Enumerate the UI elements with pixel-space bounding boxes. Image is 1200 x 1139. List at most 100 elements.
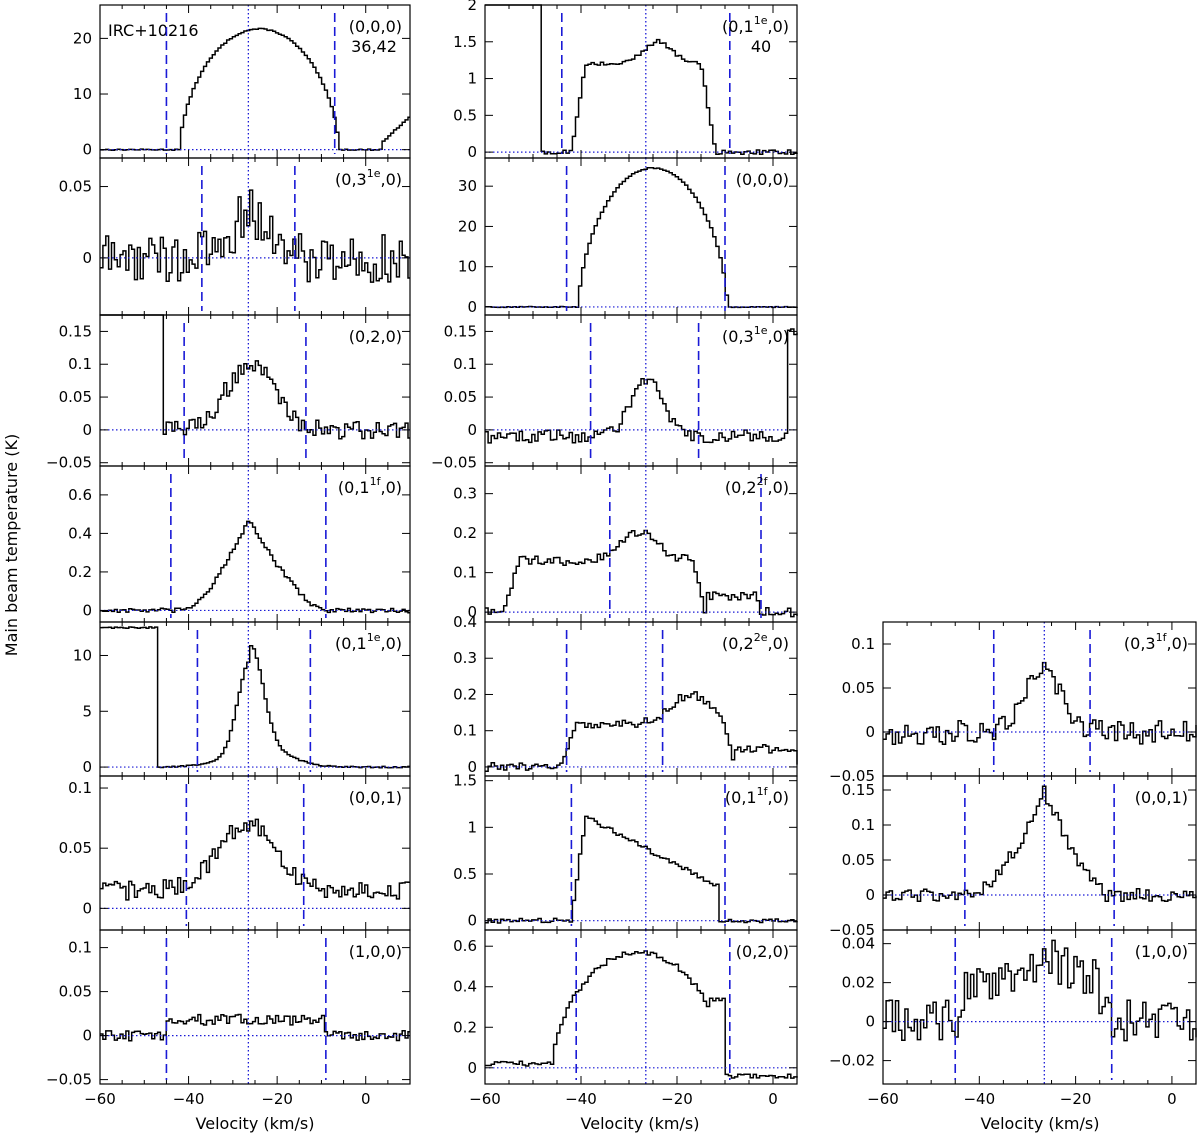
panel-label: (0,0,0) <box>349 17 402 36</box>
panel-label: (0,11e,0) <box>722 14 789 36</box>
y-tick-label: 0 <box>467 298 477 316</box>
spectrum-line <box>100 314 410 440</box>
spectrum-line <box>100 27 410 151</box>
x-tick-label: −40 <box>565 1090 597 1108</box>
panel-17: −0.02 0 0.02 0.04 −60 −40 −20 0 (1,0,0) <box>829 929 1197 1108</box>
panel-frame <box>484 929 798 1085</box>
y-tick-label: 0.15 <box>444 322 477 340</box>
y-tick-label: 0 <box>82 141 92 159</box>
y-tick-label: 0.1 <box>68 779 92 797</box>
spectrum-line <box>485 950 798 1079</box>
x-tick-label: −40 <box>173 1090 205 1108</box>
y-tick-label: 0 <box>467 758 477 776</box>
y-tick-label: 10 <box>73 646 92 664</box>
x-tick-label: −60 <box>867 1090 899 1108</box>
y-tick-label: 10 <box>73 85 92 103</box>
panel-6: 0 0.05 0.1 (0,0,1) <box>59 775 411 931</box>
spectrum-line <box>100 520 410 614</box>
y-tick-label: −0.02 <box>829 1052 875 1070</box>
x-tick-label: −20 <box>661 1090 693 1108</box>
x-tick-label: −60 <box>84 1090 116 1108</box>
y-tick-label: 0.02 <box>842 974 875 992</box>
y-tick-label: 5 <box>82 702 92 720</box>
panel-label: (0,31e,0) <box>335 167 402 189</box>
y-tick-label: 0.04 <box>842 935 875 953</box>
panel-1: 0 10 20 (0,0,0)36,42 <box>73 4 411 159</box>
y-tick-label: 0.05 <box>59 839 92 857</box>
y-tick-label: 0.4 <box>453 978 477 996</box>
panel-15: −0.05 0 0.05 0.1 (0,31f,0) <box>829 621 1197 785</box>
y-tick-label: 0.1 <box>851 816 875 834</box>
y-tick-label: 0.1 <box>453 564 477 582</box>
y-tick-label: 0 <box>82 421 92 439</box>
y-tick-label: 1.5 <box>453 772 477 790</box>
panel-label: (0,2,0) <box>349 327 402 346</box>
y-tick-label: −0.05 <box>46 454 92 472</box>
y-tick-label: 0.05 <box>444 388 477 406</box>
y-tick-label: 0.2 <box>68 563 92 581</box>
panel-12: 0 0.1 0.2 0.3 0.4 (0,22e,0) <box>453 613 798 777</box>
y-tick-label: 0 <box>467 603 477 621</box>
panel-label: (1,0,0) <box>349 942 402 961</box>
panel-11: 0 0.1 0.2 0.3 (0,22f,0) <box>453 465 798 623</box>
y-tick-label: 0.05 <box>59 388 92 406</box>
y-tick-label: 0 <box>82 1027 92 1045</box>
x-tick-label: 0 <box>361 1090 371 1108</box>
y-tick-label: 0.15 <box>59 322 92 340</box>
y-tick-label: 0.2 <box>453 1018 477 1036</box>
y-axis-title: Main beam temperature (K) <box>2 434 21 656</box>
panel-10: −0.05 0 0.05 0.1 0.15 (0,31e,0) <box>431 314 798 472</box>
panel-label: (0,2,0) <box>736 942 789 961</box>
y-tick-label: 30 <box>458 177 477 195</box>
spectrum-line <box>485 529 798 618</box>
y-tick-label: 0.3 <box>453 649 477 667</box>
y-tick-label: 0.1 <box>68 939 92 957</box>
y-tick-label: 0.2 <box>453 685 477 703</box>
panel-13: 0 0.5 1 1.5 (0,11f,0) <box>453 772 798 931</box>
y-tick-label: 0 <box>82 601 92 619</box>
panel-label: (0,11e,0) <box>335 631 402 653</box>
y-tick-label: 20 <box>458 217 477 235</box>
y-tick-label: 0.1 <box>68 355 92 373</box>
panel-9: 0 10 20 30 (0,0,0) <box>458 157 798 316</box>
panel-label: (0,31f,0) <box>1124 631 1188 653</box>
panel-2: 0 0.05 (0,31e,0) <box>59 157 411 316</box>
panel-frame <box>882 929 1197 1085</box>
y-tick-label: 0.3 <box>453 485 477 503</box>
y-tick-label: 0.5 <box>453 106 477 124</box>
x-axis-title-col2: Velocity (km/s) <box>581 1114 700 1133</box>
panel-8: 0 0.5 1 1.5 2 (0,11e,0)40 <box>453 0 798 161</box>
y-tick-label: −0.05 <box>431 454 477 472</box>
y-tick-label: 0 <box>467 143 477 161</box>
panel-3: −0.05 0 0.05 0.1 0.15 (0,2,0) <box>46 314 411 472</box>
spectrum-line <box>485 815 798 924</box>
y-tick-label: 0.4 <box>68 524 92 542</box>
panel-16: −0.05 0 0.05 0.1 0.15 (0,0,1) <box>829 775 1197 939</box>
y-tick-label: 2 <box>467 0 477 14</box>
y-tick-label: 0.15 <box>842 781 875 799</box>
panel-sublabel: 36,42 <box>351 37 397 56</box>
y-tick-label: 0.1 <box>851 635 875 653</box>
y-tick-label: 0 <box>467 912 477 930</box>
y-tick-label: 0.6 <box>68 486 92 504</box>
panel-label: (0,22e,0) <box>722 631 789 653</box>
y-tick-label: 0.1 <box>453 355 477 373</box>
y-tick-label: 0.05 <box>59 983 92 1001</box>
y-tick-label: −0.05 <box>46 1071 92 1089</box>
panel-label: (0,0,0) <box>736 170 789 189</box>
panel-label: (0,22f,0) <box>725 475 789 497</box>
y-tick-label: 0.4 <box>453 613 477 631</box>
x-tick-label: −20 <box>261 1090 293 1108</box>
y-tick-label: 0 <box>467 421 477 439</box>
y-tick-label: 0.05 <box>59 178 92 196</box>
y-tick-label: 0 <box>865 886 875 904</box>
spectrum-line <box>883 785 1197 903</box>
y-tick-label: 0.05 <box>842 679 875 697</box>
y-tick-label: 0 <box>82 899 92 917</box>
y-tick-label: 1 <box>467 818 477 836</box>
y-tick-label: −0.05 <box>829 767 875 785</box>
spectrum-line <box>883 661 1197 745</box>
y-tick-label: −0.05 <box>829 921 875 939</box>
x-axis-title-col1: Velocity (km/s) <box>196 1114 315 1133</box>
